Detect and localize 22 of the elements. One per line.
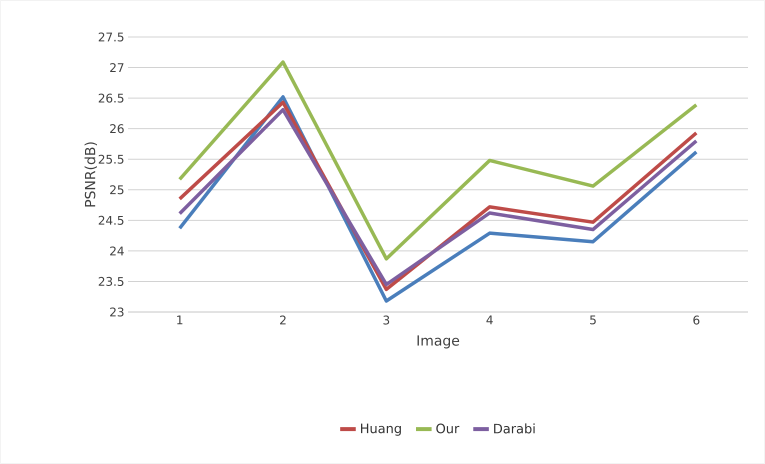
y-axis-title: PSNR(dB) <box>84 142 98 206</box>
x-tick-label: 6 <box>693 316 700 325</box>
legend-label: Darabi <box>494 423 535 434</box>
legend-label: Huang <box>361 424 401 436</box>
x-axis-title: Image <box>418 335 460 348</box>
legend-label: Our <box>436 424 460 434</box>
x-tick-label: 2 <box>280 316 286 324</box>
x-tick-label: 1 <box>177 316 182 324</box>
y-tick-label: 24.5 <box>98 216 124 225</box>
x-tick-label: 5 <box>590 316 596 324</box>
y-tick-label: 24 <box>110 246 124 256</box>
y-tick-label: 26.5 <box>98 94 124 103</box>
y-tick-label: 27 <box>110 63 124 72</box>
y-tick-label: 23.5 <box>98 276 124 286</box>
y-tick-label: 23 <box>110 307 124 317</box>
y-tick-label: 25.5 <box>98 154 124 164</box>
x-tick-label: 4 <box>486 316 493 324</box>
x-tick-label: 3 <box>383 316 390 325</box>
line-series <box>178 60 698 261</box>
y-tick-label: 25 <box>110 185 124 194</box>
y-tick-label: 26 <box>110 124 124 134</box>
y-tick-label: 27.5 <box>98 32 124 42</box>
